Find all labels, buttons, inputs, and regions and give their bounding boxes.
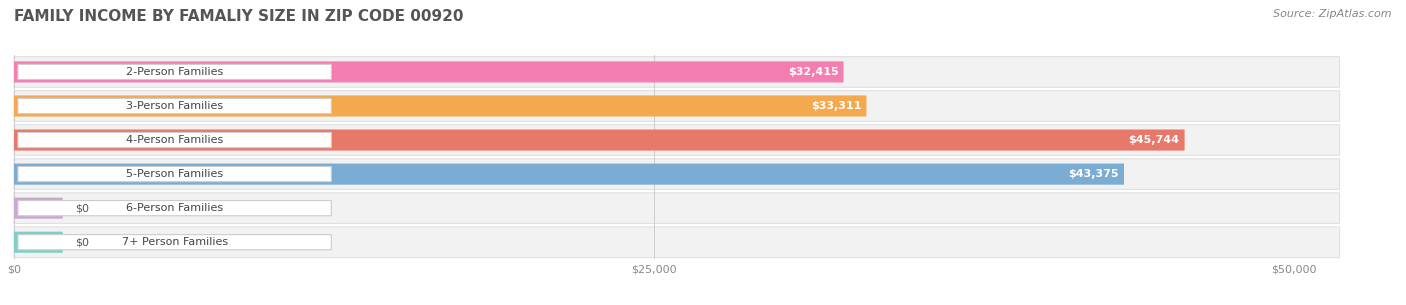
FancyBboxPatch shape [14, 91, 1340, 121]
FancyBboxPatch shape [14, 198, 63, 219]
Text: Source: ZipAtlas.com: Source: ZipAtlas.com [1274, 9, 1392, 19]
Text: $0: $0 [76, 237, 90, 247]
Text: 2-Person Families: 2-Person Families [127, 67, 224, 77]
Text: 6-Person Families: 6-Person Families [127, 203, 224, 213]
Text: $0: $0 [76, 203, 90, 213]
FancyBboxPatch shape [14, 159, 1340, 189]
Text: 5-Person Families: 5-Person Families [127, 169, 224, 179]
FancyBboxPatch shape [18, 99, 332, 113]
FancyBboxPatch shape [14, 61, 844, 82]
FancyBboxPatch shape [14, 130, 1185, 151]
FancyBboxPatch shape [14, 232, 63, 253]
Text: 7+ Person Families: 7+ Person Families [121, 237, 228, 247]
Text: $43,375: $43,375 [1069, 169, 1119, 179]
FancyBboxPatch shape [14, 193, 1340, 224]
FancyBboxPatch shape [18, 201, 332, 216]
Text: 4-Person Families: 4-Person Families [127, 135, 224, 145]
FancyBboxPatch shape [14, 125, 1340, 155]
Text: $32,415: $32,415 [787, 67, 838, 77]
FancyBboxPatch shape [18, 64, 332, 80]
FancyBboxPatch shape [18, 235, 332, 250]
FancyBboxPatch shape [18, 167, 332, 182]
Text: $33,311: $33,311 [811, 101, 862, 111]
Text: $45,744: $45,744 [1129, 135, 1180, 145]
FancyBboxPatch shape [18, 132, 332, 148]
FancyBboxPatch shape [14, 163, 1123, 185]
Text: 3-Person Families: 3-Person Families [127, 101, 224, 111]
FancyBboxPatch shape [14, 227, 1340, 257]
FancyBboxPatch shape [14, 57, 1340, 87]
FancyBboxPatch shape [14, 95, 866, 117]
Text: FAMILY INCOME BY FAMALIY SIZE IN ZIP CODE 00920: FAMILY INCOME BY FAMALIY SIZE IN ZIP COD… [14, 9, 464, 24]
